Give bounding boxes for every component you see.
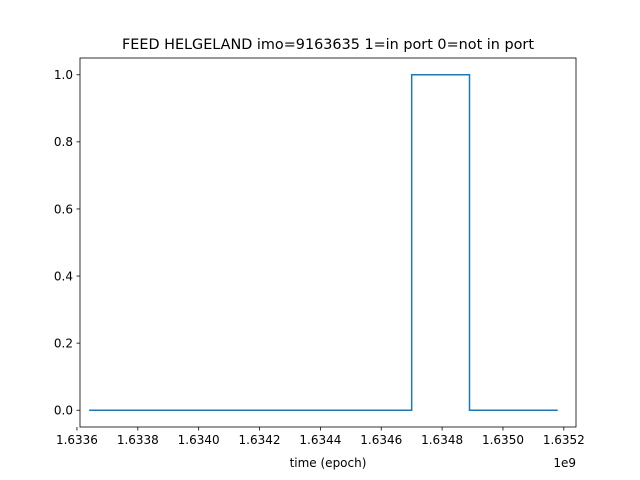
x-axis-label: time (epoch) [290, 456, 367, 470]
x-axis-ticks: 1.6336 1.6338 1.6340 1.6342 1.6344 1.6346 1.63… [56, 427, 585, 447]
x-tick-label: 1.6346 [360, 433, 402, 447]
x-tick-label: 1.6340 [178, 433, 220, 447]
x-tick-label: 1.6342 [239, 433, 281, 447]
series-layer [89, 74, 558, 411]
x-tick-label: 1.6338 [117, 433, 159, 447]
x-tick-label: 1.6352 [543, 433, 585, 447]
y-tick-label: 0.8 [54, 135, 73, 149]
plot-background [80, 58, 576, 427]
y-tick-label: 0.6 [54, 202, 73, 216]
plot-frame [79, 57, 577, 428]
y-tick-label: 0.4 [54, 269, 73, 283]
y-tick-label: 1.0 [54, 68, 73, 82]
y-axis-ticks: 0.0 0.2 0.4 0.6 0.8 1.0 [54, 68, 80, 418]
x-tick-label: 1.6344 [299, 433, 341, 447]
x-tick-label: 1.6350 [482, 433, 524, 447]
y-tick-label: 0.2 [54, 336, 73, 350]
x-tick-label: 1.6348 [421, 433, 463, 447]
series-line-0 [89, 74, 558, 411]
chart-title: FEED HELGELAND imo=9163635 1=in port 0=n… [122, 37, 534, 53]
x-tick-label: 1.6336 [56, 433, 98, 447]
y-tick-label: 0.0 [54, 404, 73, 418]
x-axis-offset-label: 1e9 [553, 456, 576, 470]
